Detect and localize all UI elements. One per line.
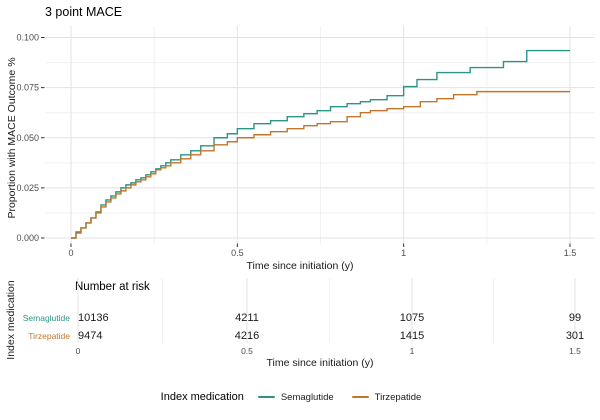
curve-tirzepatide [71, 90, 570, 239]
risk-count: 301 [565, 330, 585, 342]
risk-count: 1415 [399, 330, 425, 342]
risk-x-tick-label: 1.5 [569, 346, 581, 356]
risk-table-grid [77, 278, 576, 343]
risk-count: 99 [568, 312, 582, 324]
legend-item-label: Tirzepatide [374, 391, 422, 403]
risk-table-x-axis-title: Time since initiation (y) [266, 357, 374, 369]
legend-item-tirzepatide: Tirzepatide [351, 391, 422, 403]
risk-x-tick-label: 1 [409, 346, 415, 356]
risk-count: 9474 [78, 330, 103, 342]
legend-item-semaglutide: Semaglutide [257, 391, 334, 403]
risk-count: 4211 [235, 312, 259, 324]
x-tick-label: 0 [68, 248, 73, 258]
chart-title: 3 point MACE [45, 5, 123, 19]
legend-item-label: Semaglutide [280, 391, 334, 403]
x-tick-label: 1 [401, 248, 406, 258]
legend-line-swatch [257, 395, 275, 399]
risk-count: 1075 [399, 312, 425, 324]
legend-title: Index medication [160, 391, 244, 403]
legend-items: Semaglutide Tirzepatide [257, 391, 439, 403]
risk-count: 10136 [78, 312, 109, 324]
y-tick-label: 0.000 [16, 233, 39, 243]
y-tick-label: 0.025 [16, 183, 39, 193]
y-tick-label: 0.075 [16, 83, 39, 93]
risk-table-heading: Number at risk [75, 281, 150, 293]
risk-count: 4216 [234, 330, 260, 342]
risk-row-label-semaglutide: Semaglutide [22, 312, 70, 323]
y-tick-label: 0.050 [16, 133, 39, 143]
risk-x-tick-label: 0.5 [241, 346, 253, 356]
x-axis-title: Time since initiation (y) [246, 260, 354, 272]
legend: Index medication Semaglutide Tirzepatide [0, 388, 600, 406]
curve-semaglutide [71, 49, 570, 239]
risk-x-tick-label: 0 [75, 346, 81, 356]
x-tick-label: 0.5 [231, 248, 244, 258]
legend-line-swatch [351, 395, 369, 399]
survival-curves-plot: 0 0.5 1 1.5 0.000 0.025 0.050 0.075 0.100 [16, 26, 595, 258]
y-tick-label: 0.100 [16, 33, 39, 43]
risk-row-label-tirzepatide: Tirzepatide [28, 330, 70, 341]
x-tick-label: 1.5 [564, 248, 577, 258]
